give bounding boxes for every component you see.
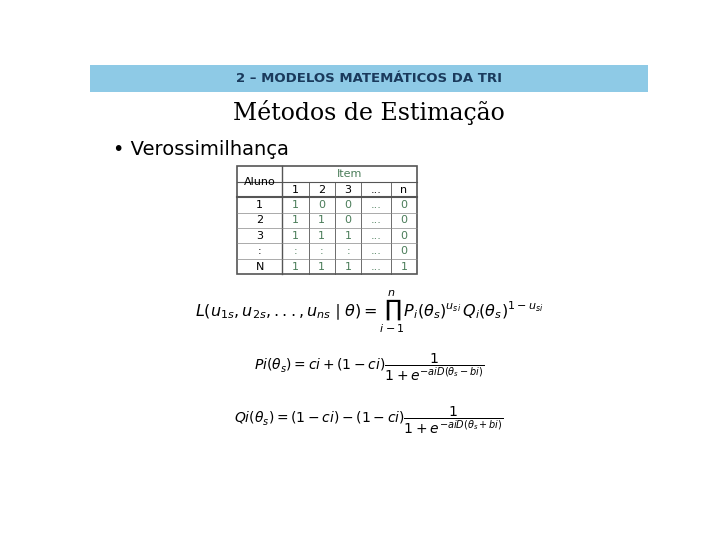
Text: ...: ... (371, 185, 382, 194)
Text: 3: 3 (256, 231, 264, 241)
Text: ...: ... (371, 231, 382, 241)
Text: 0: 0 (318, 200, 325, 210)
Text: 0: 0 (345, 215, 351, 225)
Text: $Qi(\theta_s)=(1-ci)-(1-ci)\dfrac{1}{1+e^{-aiD(\theta_s+bi)}}$: $Qi(\theta_s)=(1-ci)-(1-ci)\dfrac{1}{1+e… (234, 404, 504, 436)
Text: 1: 1 (345, 231, 351, 241)
Text: 2: 2 (256, 215, 264, 225)
Text: 0: 0 (400, 246, 408, 256)
Text: 0: 0 (400, 215, 408, 225)
Text: 1: 1 (256, 200, 264, 210)
Text: 2 – MODELOS MATEMÁTICOS DA TRI: 2 – MODELOS MATEMÁTICOS DA TRI (236, 72, 502, 85)
Text: 1: 1 (318, 261, 325, 272)
Text: $Pi(\theta_s)=ci+(1-ci)\dfrac{1}{1+e^{-aiD(\theta_s-bi)}}$: $Pi(\theta_s)=ci+(1-ci)\dfrac{1}{1+e^{-a… (253, 352, 485, 383)
Text: $L(u_{1s},u_{2s},...,u_{ns}\mid\theta)=\prod_{i-1}^{n}P_i(\theta_s)^{u_{si}}\,Q_: $L(u_{1s},u_{2s},...,u_{ns}\mid\theta)=\… (194, 288, 544, 335)
Text: 1: 1 (318, 231, 325, 241)
Text: 1: 1 (292, 200, 299, 210)
Text: ...: ... (371, 215, 382, 225)
Text: 1: 1 (292, 261, 299, 272)
Text: ...: ... (371, 261, 382, 272)
Text: :: : (294, 246, 297, 256)
Text: • Verossimilhança: • Verossimilhança (113, 140, 289, 159)
Text: 0: 0 (400, 200, 408, 210)
Text: N: N (256, 261, 264, 272)
Text: Métodos de Estimação: Métodos de Estimação (233, 100, 505, 125)
Text: ...: ... (371, 246, 382, 256)
Text: 0: 0 (345, 200, 351, 210)
Text: 0: 0 (400, 231, 408, 241)
Text: 1: 1 (318, 215, 325, 225)
Text: ...: ... (371, 200, 382, 210)
Text: 1: 1 (345, 261, 351, 272)
Text: 2: 2 (318, 185, 325, 194)
Text: 1: 1 (292, 185, 299, 194)
Bar (238, 166, 417, 274)
Text: :: : (320, 246, 323, 256)
Text: 1: 1 (292, 215, 299, 225)
Text: :: : (258, 246, 261, 256)
Text: :: : (346, 246, 350, 256)
Text: Item: Item (337, 169, 362, 179)
Bar (90, 65, 648, 92)
Text: 1: 1 (292, 231, 299, 241)
Text: 3: 3 (345, 185, 351, 194)
Text: n: n (400, 185, 408, 194)
Text: 1: 1 (400, 261, 408, 272)
Text: Aluno: Aluno (244, 177, 276, 187)
